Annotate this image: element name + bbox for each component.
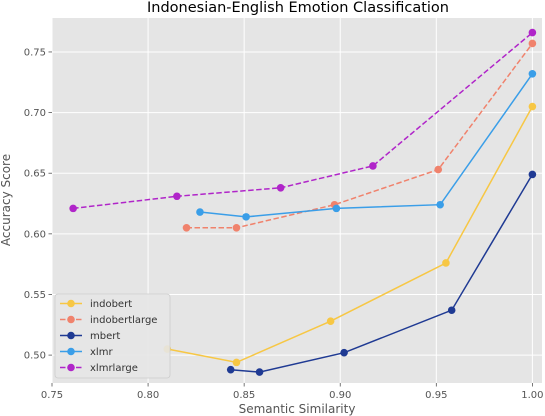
chart-title: Indonesian-English Emotion Classificatio… [147,0,449,16]
data-point-xlmrlarge [528,28,537,37]
y-tick-label: 0.65 [24,169,46,180]
legend: indobert indobertlarge mbert xlmr xlmrlarge [54,293,171,379]
y-axis-label: Accuracy Score [0,154,13,246]
legend-marker-mbert [67,331,75,340]
data-point-indobert [232,358,241,367]
series-xlmrlarge [69,28,537,213]
x-tick-label: 0.90 [329,390,351,401]
data-point-indobertlarge [528,39,537,48]
legend-marker-indobertlarge [67,315,75,324]
x-tick-label: 0.95 [425,390,447,401]
legend-marker-xlmrlarge [67,363,75,372]
legend-marker-xlmr [67,347,75,356]
data-point-indobert [326,317,335,325]
y-axis-ticks: 0.50 0.55 0.60 0.65 0.70 0.75 [24,47,52,362]
legend-label-xlmr: xlmr [90,347,113,358]
data-point-xlmrlarge [276,183,285,192]
series-line-indobertlarge [186,43,534,229]
legend-label-indobertlarge: indobertlarge [90,315,157,326]
x-axis-ticks: 0.75 0.80 0.85 0.90 0.95 1.00 [41,383,544,401]
data-point-xlmr [242,213,250,221]
y-tick-label: 0.70 [24,108,46,119]
data-point-xlmr [436,200,444,209]
data-point-mbert [447,306,456,315]
x-tick-label: 0.85 [233,390,255,401]
series-layer [69,28,537,376]
legend-label-xlmrlarge: xlmrlarge [90,363,138,374]
data-point-mbert [226,365,235,374]
data-point-mbert [528,170,537,179]
x-axis-label: Semantic Similarity [239,402,356,416]
y-tick-label: 0.50 [24,351,46,362]
data-point-mbert [340,348,348,357]
data-point-indobertlarge [232,223,241,232]
data-point-mbert [255,368,264,376]
data-point-xlmr [196,208,204,216]
data-point-xlmrlarge [369,162,377,170]
data-point-indobertlarge [434,165,443,174]
data-point-xlmrlarge [173,192,181,201]
legend-marker-indobert [67,299,75,308]
x-tick-label: 0.80 [137,390,159,401]
y-tick-label: 0.55 [24,290,46,301]
series-mbert [226,170,537,376]
data-point-xlmr [332,204,341,213]
series-xlmr [196,69,537,221]
data-point-xlmrlarge [69,204,77,213]
legend-box [54,293,171,379]
x-tick-label: 0.75 [41,390,63,401]
y-tick-label: 0.75 [24,47,46,58]
x-tick-label: 1.00 [521,390,543,401]
data-point-indobertlarge [182,223,191,232]
data-point-indobert [528,102,537,111]
series-indobertlarge [182,39,537,232]
legend-label-indobert: indobert [90,299,132,310]
y-tick-label: 0.60 [24,229,46,240]
data-point-indobert [442,259,450,267]
legend-label-mbert: mbert [90,331,120,342]
data-point-xlmr [528,69,537,78]
